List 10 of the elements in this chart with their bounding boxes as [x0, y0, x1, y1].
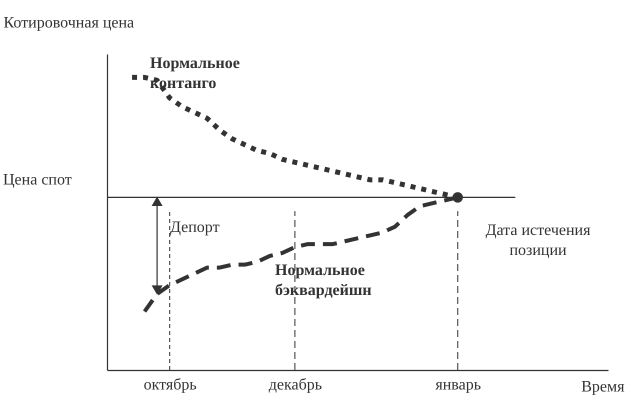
annotation: Нормальное контанго [150, 55, 240, 92]
y-axis-title: Котировочная цена [4, 14, 134, 32]
x-tick-label: октябрь [144, 376, 197, 394]
x-tick-label: декабрь [268, 376, 322, 394]
annotation: Депорт [170, 219, 220, 236]
x-axis-title: Время [581, 378, 626, 396]
annotation: Нормальное бэквардейшн [275, 262, 372, 299]
annotation: Дата истечения позиции [486, 222, 592, 259]
ref-line-label: Цена спот [3, 171, 72, 188]
x-tick-label: январь [435, 376, 482, 394]
